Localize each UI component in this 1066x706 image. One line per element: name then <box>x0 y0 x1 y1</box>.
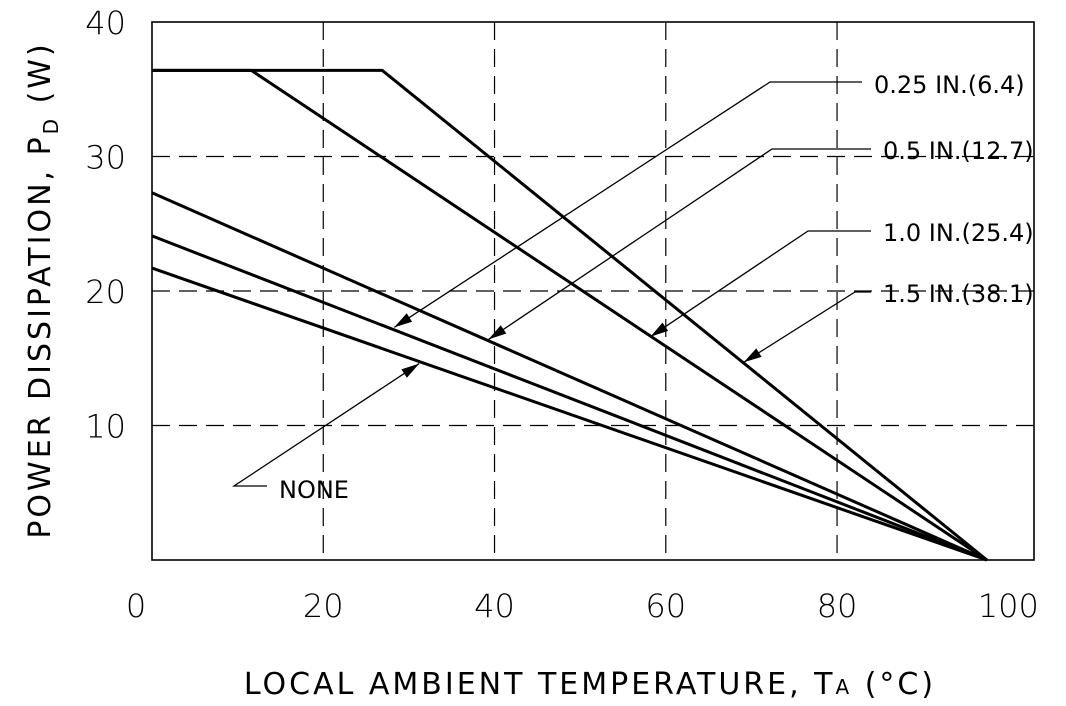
y-tick-label-30: 30 <box>85 139 126 177</box>
series-line-3 <box>151 234 988 562</box>
annotation-leader-4 <box>231 363 420 487</box>
annotation-label-2: 1.0 IN.(25.4) <box>883 219 1034 247</box>
series-line-2 <box>151 191 988 562</box>
x-tick-label-40: 40 <box>474 587 515 625</box>
series-line-4 <box>151 266 988 562</box>
annotation-label-4: NONE <box>279 476 349 504</box>
y-tick-label-40: 40 <box>85 4 126 42</box>
annotation-arrowhead-1 <box>488 325 507 340</box>
annotation-leader-2 <box>650 230 871 338</box>
annotation-arrowhead-0 <box>394 313 413 328</box>
annotation-leader-3 <box>743 291 871 363</box>
annotation-arrowhead-3 <box>743 348 762 363</box>
x-tick-label-60: 60 <box>645 587 686 625</box>
y-tick-label-20: 20 <box>85 273 126 311</box>
x-axis-label: LOCAL AMBIENT TEMPERATURE, TA (°C) <box>244 667 936 702</box>
annotation-label-1: 0.5 IN.(12.7) <box>883 137 1034 165</box>
x-tick-label-80: 80 <box>817 587 858 625</box>
y-axis-label: POWER DISSIPATION, PD (W) <box>23 41 63 538</box>
annotation-leader-1 <box>488 148 871 340</box>
y-tick-label-10: 10 <box>85 408 126 446</box>
annotation-leader-0 <box>393 81 862 328</box>
annotation-arrowhead-4 <box>401 363 420 378</box>
annotation-arrowhead-2 <box>650 322 669 337</box>
annotation-label-3: 1.5 IN.(38.1) <box>883 280 1034 308</box>
x-tick-label-20: 20 <box>303 587 344 625</box>
x-tick-label-0: 0 <box>126 587 146 625</box>
x-tick-label-100: 100 <box>978 587 1039 625</box>
series-line-1 <box>152 68 988 562</box>
series-line-0 <box>152 68 988 562</box>
annotation-label-0: 0.25 IN.(6.4) <box>874 71 1025 99</box>
